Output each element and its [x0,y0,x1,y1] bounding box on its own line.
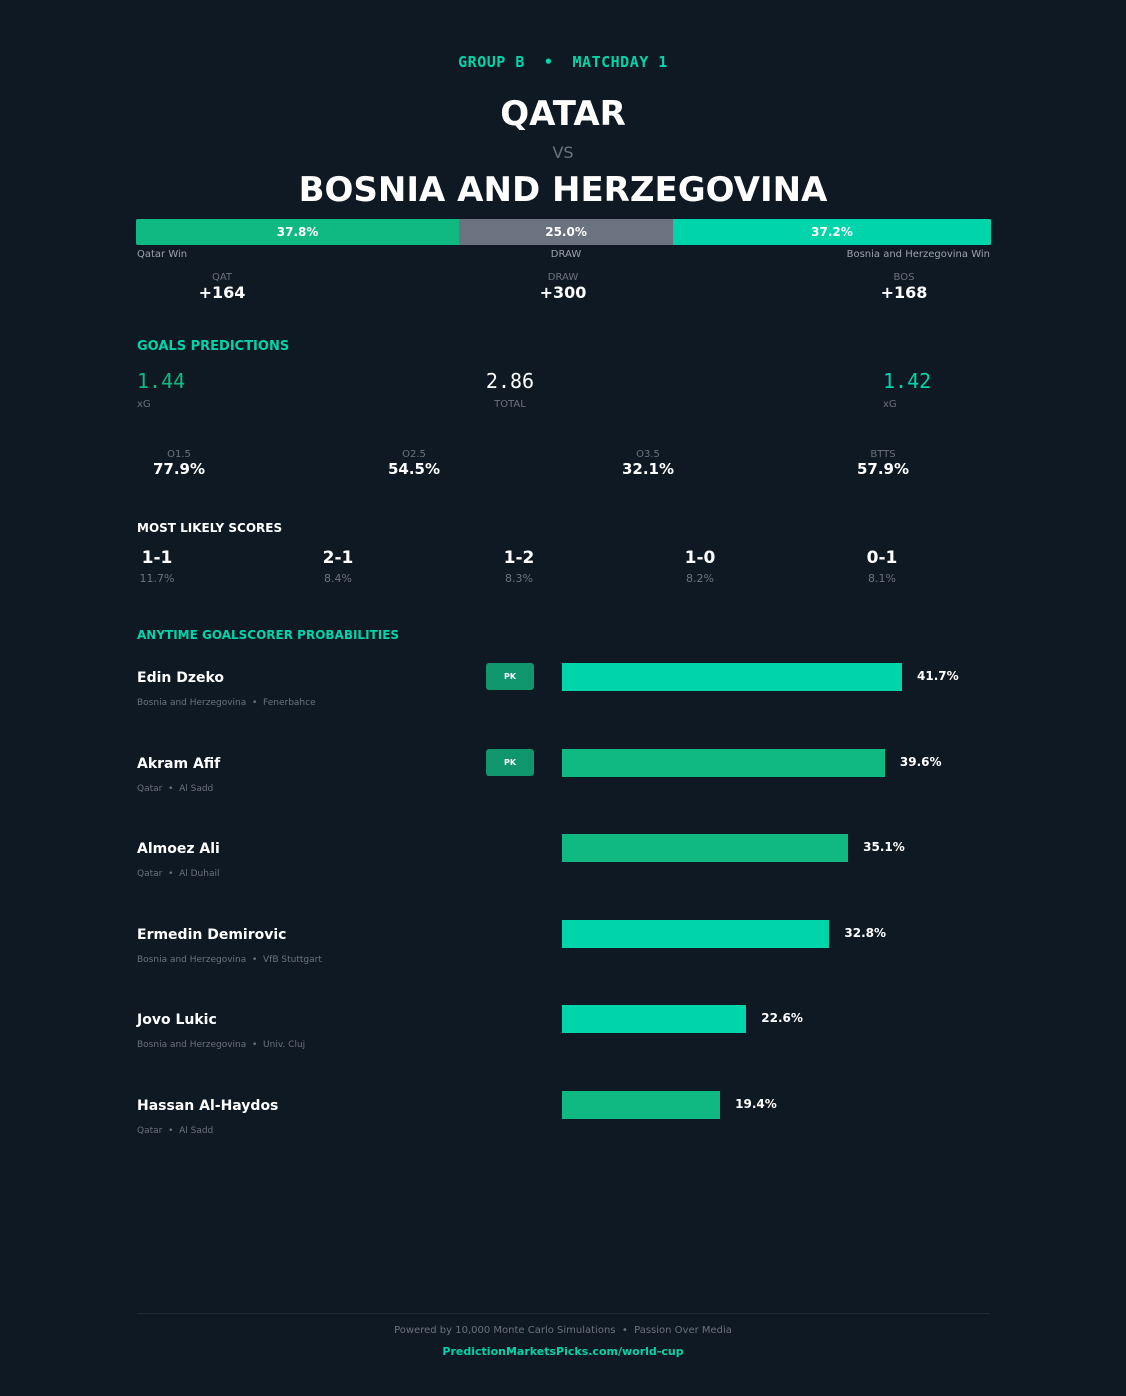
away-win-segment: 37.2% [672,219,991,245]
player-info: Qatar • Al Sadd [137,783,214,794]
footer-text: Powered by 10,000 Monte Carlo Simulation… [394,1325,732,1336]
away-win-caption: Bosnia and Herzegovina Win [846,249,990,260]
score-probability: 11.7% [139,572,175,585]
score-value: 1-1 [141,548,173,568]
odds-away: BOS +168 [880,272,928,302]
score-value: 0-1 [866,548,898,568]
score-probability: 8.1% [868,572,896,585]
total-goals: 2.86 TOTAL [485,369,535,410]
player-info: Qatar • Al Duhail [137,869,220,880]
player-name: Akram Afif [137,755,221,772]
penalty-taker-badge: PK [486,748,534,776]
away-xg: 1.42 xG [883,369,932,410]
draw-segment: 25.0% [459,219,673,245]
probability-value: 32.8% [844,925,887,940]
probability-value: 19.4% [735,1097,777,1111]
score-probability: 8.4% [324,572,352,585]
scores-section-title: MOST LIKELY SCORES [137,521,283,535]
market-o15: O1.5 77.9% [152,449,206,478]
home-team-title: QATAR [500,94,626,134]
score-value: 1-0 [684,548,716,568]
score-item: 0-1 8.1% [832,548,932,585]
footer-divider [137,1313,990,1314]
score-item: 1-1 11.7% [107,548,207,585]
draw-caption: DRAW [550,249,582,260]
score-value: 2-1 [322,548,354,568]
player-name: Hassan Al-Haydos [137,1098,279,1114]
probability-bar [562,748,885,777]
player-name: Jovo Lukic [137,1012,217,1029]
score-probability: 8.3% [505,572,533,585]
score-probability: 8.2% [686,572,714,585]
score-item: 1-2 8.3% [469,548,569,585]
probability-value: 41.7% [917,669,959,683]
home-win-caption: Qatar Win [137,249,188,260]
player-info: Bosnia and Herzegovina • VfB Stuttgart [137,954,322,965]
probability-value: 35.1% [863,840,905,855]
probability-bar [562,919,830,948]
market-o25: O2.5 54.5% [387,449,441,478]
penalty-taker-badge: PK [486,663,534,690]
market-o35: O3.5 32.1% [621,449,675,478]
home-xg: 1.44 xG [137,369,186,410]
away-team-title: BOSNIA AND HERZEGOVINA [298,170,828,210]
odds-home: QAT +164 [198,272,246,302]
footer-link[interactable]: PredictionMarketsPicks.com/world-cup [442,1345,684,1358]
score-item: 2-1 8.4% [288,548,388,585]
odds-draw: DRAW +300 [539,272,587,302]
player-info: Bosnia and Herzegovina • Univ. Cluj [137,1040,306,1051]
probability-value: 39.6% [899,754,942,769]
scorers-section-title: ANYTIME GOALSCORER PROBABILITIES [137,628,400,642]
probability-bar [562,834,849,863]
player-info: Qatar • Al Sadd [137,1126,214,1136]
player-name: Almoez Ali [137,841,220,858]
probability-bar [562,1005,747,1034]
probability-bar [562,663,902,691]
group-matchday: GROUP B • MATCHDAY 1 [458,53,668,71]
vs-label: VS [552,143,574,162]
probability-value: 22.6% [761,1011,803,1026]
player-info: Bosnia and Herzegovina • Fenerbahce [137,698,316,708]
score-item: 1-0 8.2% [650,548,750,585]
goals-section-title: GOALS PREDICTIONS [137,339,290,354]
player-name: Edin Dzeko [137,670,225,686]
score-value: 1-2 [503,548,535,568]
outcome-probability-bar: 37.8% 25.0% 37.2% [136,219,991,245]
player-name: Ermedin Demirovic [137,926,287,943]
probability-bar [562,1091,721,1119]
home-win-segment: 37.8% [136,219,460,245]
market-btts: BTTS 57.9% [856,449,910,478]
